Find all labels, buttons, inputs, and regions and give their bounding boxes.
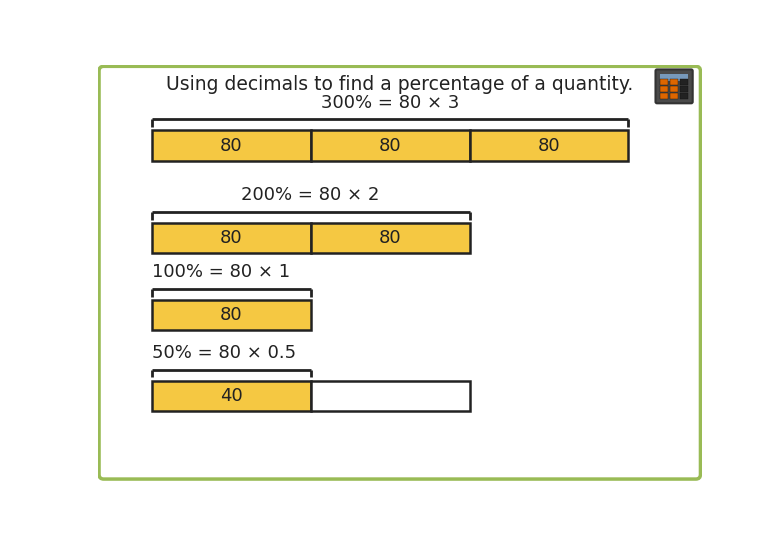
Bar <box>152 130 310 161</box>
Bar <box>310 130 470 161</box>
Text: 80: 80 <box>220 229 243 247</box>
Text: 80: 80 <box>220 137 243 154</box>
Bar <box>680 86 688 92</box>
Text: 100% = 80 × 1: 100% = 80 × 1 <box>152 263 290 281</box>
Text: 300% = 80 × 3: 300% = 80 × 3 <box>321 94 459 112</box>
Bar <box>152 222 310 253</box>
Bar <box>152 300 310 330</box>
Bar <box>680 93 688 99</box>
Bar <box>670 79 678 85</box>
Text: 80: 80 <box>220 306 243 324</box>
Bar <box>470 130 629 161</box>
Text: 50% = 80 × 0.5: 50% = 80 × 0.5 <box>152 344 296 362</box>
Bar <box>660 74 688 81</box>
Bar <box>660 79 668 85</box>
Bar <box>660 93 668 99</box>
Text: Using decimals to find a percentage of a quantity.: Using decimals to find a percentage of a… <box>166 75 633 93</box>
Bar <box>310 381 470 411</box>
FancyBboxPatch shape <box>655 70 693 103</box>
Bar <box>152 381 310 411</box>
Bar <box>310 222 470 253</box>
Bar <box>670 86 678 92</box>
Bar <box>680 79 688 85</box>
Text: 200% = 80 × 2: 200% = 80 × 2 <box>242 186 380 204</box>
FancyBboxPatch shape <box>99 66 700 479</box>
Bar <box>660 86 668 92</box>
Text: 80: 80 <box>537 137 560 154</box>
Text: 80: 80 <box>379 137 402 154</box>
Text: 40: 40 <box>220 387 243 405</box>
Bar <box>670 93 678 99</box>
Text: 80: 80 <box>379 229 402 247</box>
